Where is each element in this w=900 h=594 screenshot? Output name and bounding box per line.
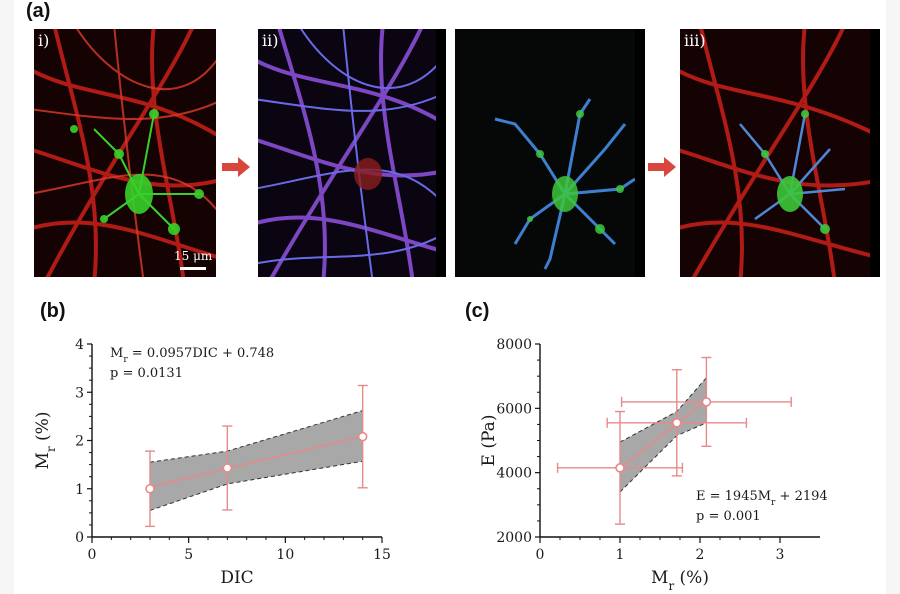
x-tick-label: 15 xyxy=(373,547,391,563)
micrograph-i-image xyxy=(34,29,216,277)
x-tick-label: 1 xyxy=(616,547,625,563)
equation-annotation: Mr = 0.0957DIC + 0.748 xyxy=(110,346,274,365)
data-point xyxy=(145,483,155,494)
fit-line xyxy=(619,399,707,469)
y-tick-label: 4000 xyxy=(496,466,532,482)
arrow-right-icon xyxy=(222,157,250,177)
micrograph-ii-cells xyxy=(455,29,645,277)
equation-annotation: E = 1945Mr + 2194 xyxy=(696,489,828,508)
micrograph-iii-image xyxy=(680,29,880,277)
data-point xyxy=(672,418,682,428)
micrograph-iii-label: iii) xyxy=(684,31,706,50)
image-edge xyxy=(870,29,880,277)
chart-b: 0 1 2 3 4 0 5 10 15 DIC Mr (%) Mr = 0.0957DIC + 0.7… xyxy=(33,337,391,588)
data-point xyxy=(357,431,368,442)
x-tick-label: 2 xyxy=(696,547,705,563)
y-axis-label: Mr (%) xyxy=(33,412,58,470)
equation-annotation: p = 0.001 xyxy=(696,509,761,524)
y-tick-label: 2 xyxy=(75,434,84,450)
image-edge xyxy=(436,29,446,277)
y-axis-label: E (Pa) xyxy=(480,415,499,467)
x-tick-label: 3 xyxy=(776,547,785,563)
data-point xyxy=(222,463,233,473)
micrograph-i: i) 15 μm xyxy=(34,29,216,277)
panel-c-letter: (c) xyxy=(465,300,490,322)
micrograph-ii-fibers-image xyxy=(258,29,446,277)
data-point xyxy=(615,463,625,473)
x-tick-label: 0 xyxy=(88,547,97,563)
fit-line xyxy=(149,435,363,488)
x-tick-label: 0 xyxy=(536,547,545,563)
panel-a-letter: (a) xyxy=(26,0,51,22)
scale-bar xyxy=(180,267,206,270)
scale-bar-label: 15 μm xyxy=(174,249,213,263)
y-tick-label: 6000 xyxy=(496,401,532,417)
image-edge xyxy=(635,29,645,277)
x-tick-label: 10 xyxy=(276,547,294,563)
micrograph-iii: iii) xyxy=(680,29,880,277)
micrograph-ii-cells-image xyxy=(455,29,645,277)
y-tick-label: 1 xyxy=(75,482,84,498)
x-tick-label: 5 xyxy=(184,547,193,563)
micrograph-i-label: i) xyxy=(38,31,50,50)
confidence-band xyxy=(150,410,363,511)
panel-b-letter: (b) xyxy=(40,300,66,322)
chart-c: 2000 4000 6000 8000 0 1 2 3 Mr (%) E (Pa) E = 1945… xyxy=(480,337,828,593)
x-axis-label: DIC xyxy=(220,568,253,588)
y-tick-label: 8000 xyxy=(496,337,532,353)
y-tick-label: 2000 xyxy=(496,530,532,546)
equation-annotation: p = 0.0131 xyxy=(110,366,183,381)
x-axis-label: Mr (%) xyxy=(651,568,709,593)
data-point xyxy=(701,397,712,407)
arrow-right-icon xyxy=(648,157,676,177)
micrograph-ii-fibers: ii) xyxy=(258,29,446,277)
y-tick-label: 3 xyxy=(75,385,84,401)
y-tick-label: 4 xyxy=(75,337,84,353)
y-tick-label: 0 xyxy=(75,530,84,546)
micrograph-ii-label: ii) xyxy=(262,31,279,50)
